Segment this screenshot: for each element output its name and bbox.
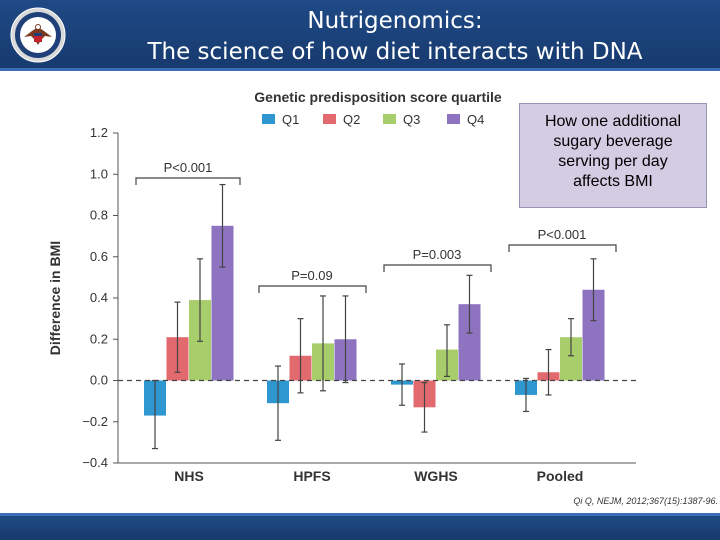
y-tick-label: 0.6 — [90, 249, 108, 264]
legend-label-q1: Q1 — [282, 112, 299, 127]
slide-title: Nutrigenomics: The science of how diet i… — [70, 6, 720, 68]
p-value-annotation: P=0.09 — [291, 268, 333, 283]
slide-footer — [0, 516, 720, 540]
bar-nhs-q4 — [211, 225, 234, 381]
va-seal-logo — [10, 7, 66, 63]
y-tick-label: 0.0 — [90, 373, 108, 388]
y-tick-label: 0.2 — [90, 331, 108, 346]
callout-line-1: How one additional — [544, 113, 682, 130]
significance-bracket — [383, 264, 492, 272]
title-line-1: Nutrigenomics: — [307, 8, 483, 34]
y-tick-label: 1.0 — [90, 166, 108, 181]
bar-wghs-q4 — [458, 304, 481, 381]
p-value-annotation: P<0.001 — [164, 160, 213, 175]
citation: Qi Q, NEJM, 2012;367(15):1387-96. — [573, 496, 718, 506]
title-line-2: The science of how diet interacts with D… — [147, 39, 643, 65]
x-tick-label-pooled: Pooled — [537, 468, 584, 484]
footer-divider — [0, 513, 720, 516]
callout-line-3: serving per day — [558, 153, 668, 170]
legend-label-q4: Q4 — [467, 112, 484, 127]
bar-pooled-q3 — [560, 337, 582, 381]
legend-swatch-q3 — [383, 114, 396, 124]
x-tick-label-nhs: NHS — [174, 468, 204, 484]
p-value-annotation: P<0.001 — [538, 227, 587, 242]
y-tick-label: −0.2 — [82, 414, 108, 429]
y-tick-label: 0.4 — [90, 290, 108, 305]
legend-label-q2: Q2 — [343, 112, 360, 127]
x-tick-label-wghs: WGHS — [414, 468, 458, 484]
y-tick-label: 1.2 — [90, 125, 108, 140]
header-divider — [0, 68, 720, 71]
chart-title: Genetic predisposition score quartile — [254, 89, 502, 105]
slide-header — [0, 0, 720, 70]
significance-bracket — [508, 244, 617, 252]
callout-line-2: sugary beverage — [553, 133, 673, 150]
callout-line-4: affects BMI — [573, 173, 653, 190]
callout-box: How one additional sugary beverage servi… — [519, 103, 707, 208]
x-tick-label-hpfs: HPFS — [293, 468, 330, 484]
y-tick-label: 0.8 — [90, 208, 108, 223]
significance-bracket — [135, 177, 241, 185]
y-axis-label: Difference in BMI — [47, 241, 63, 355]
legend-swatch-q4 — [447, 114, 460, 124]
y-tick-label: −0.4 — [82, 455, 108, 470]
p-value-annotation: P=0.003 — [413, 247, 462, 262]
legend-label-q3: Q3 — [403, 112, 420, 127]
significance-bracket — [258, 285, 367, 293]
legend-swatch-q2 — [323, 114, 336, 124]
bar-pooled-q4 — [582, 289, 605, 381]
legend-swatch-q1 — [262, 114, 275, 124]
